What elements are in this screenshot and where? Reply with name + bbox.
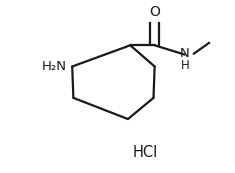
Text: HCl: HCl: [133, 145, 158, 160]
Text: N: N: [180, 47, 190, 60]
Text: O: O: [149, 5, 160, 19]
Text: H₂N: H₂N: [41, 60, 67, 73]
Text: H: H: [180, 59, 189, 72]
